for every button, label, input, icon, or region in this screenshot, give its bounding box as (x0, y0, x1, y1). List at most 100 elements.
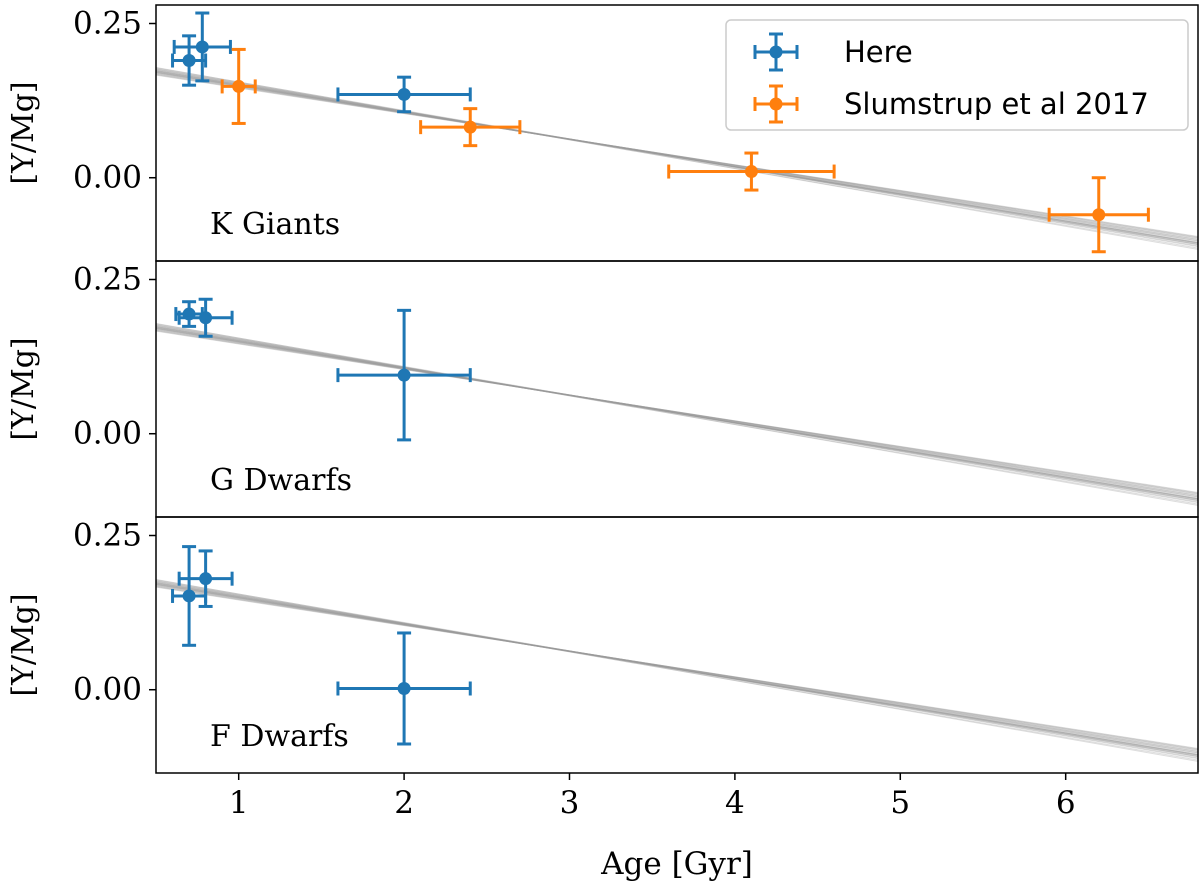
fit-line (156, 327, 1198, 498)
y-axis-label: [Y/Mg] (6, 593, 41, 696)
fit-line (156, 328, 1198, 496)
data-point (336, 308, 472, 442)
fit-line (156, 323, 1198, 506)
fit-line (156, 327, 1198, 500)
fit-line (156, 582, 1198, 756)
marker (397, 681, 411, 695)
panel-label: K Giants (210, 207, 340, 242)
fit-lines-panel-2 (156, 579, 1198, 762)
fit-line (156, 325, 1198, 501)
x-tick-label: 6 (1056, 785, 1076, 821)
data-point (172, 11, 232, 83)
y-tick-label: 0.00 (73, 160, 142, 196)
panel-frames-layer (155, 4, 1199, 774)
fit-line (156, 324, 1198, 505)
ticks-layer: 0.00 0.25 0.00 0.25 0.00 0.25 1 2 3 4 5 6 (73, 6, 1076, 821)
fit-lines-panel-1 (156, 323, 1198, 506)
x-tick-label: 2 (394, 785, 414, 821)
fit-line (156, 582, 1198, 756)
fit-line (156, 326, 1198, 500)
fit-line (156, 583, 1198, 756)
fit-line (156, 581, 1198, 757)
fit-line (156, 68, 1198, 247)
marker (182, 54, 196, 68)
fit-line (156, 329, 1198, 495)
fit-line (156, 586, 1198, 750)
fit-line (156, 71, 1198, 244)
legend-entry: Slumstrup et al 2017 (753, 84, 1149, 124)
fit-line (156, 72, 1198, 241)
legend: Here Slumstrup et al 2017 (725, 19, 1189, 131)
fit-line (156, 326, 1198, 500)
fit-line (156, 69, 1198, 245)
fit-line (156, 70, 1198, 244)
fit-line (156, 73, 1198, 239)
x-tick-label: 3 (560, 785, 580, 821)
fit-lines-layer (156, 67, 1198, 762)
fit-line (156, 326, 1198, 501)
fit-line (156, 67, 1198, 248)
legend-label: Here (844, 35, 913, 69)
panel-label: G Dwarfs (210, 463, 352, 498)
fit-line (156, 585, 1198, 751)
fit-line (156, 582, 1198, 756)
y-tick-label: 0.00 (73, 672, 142, 708)
fit-line (156, 585, 1198, 751)
x-tick-label: 5 (890, 785, 910, 821)
fit-line (156, 579, 1198, 762)
fit-line (156, 584, 1198, 753)
fit-line (156, 328, 1198, 498)
x-tick-label: 1 (229, 785, 249, 821)
data-point (419, 107, 522, 148)
data-point (336, 75, 472, 114)
fit-line (156, 330, 1198, 494)
data-point (177, 297, 234, 338)
marker (397, 368, 411, 382)
marker (744, 165, 758, 179)
fit-line (156, 323, 1198, 504)
labels-layer: [Y/Mg] K Giants [Y/Mg] G Dwarfs [Y/Mg] F Dwar… (6, 81, 753, 882)
data-point (171, 545, 208, 647)
fit-line (156, 327, 1198, 499)
fit-line (156, 71, 1198, 242)
fit-line (156, 74, 1198, 237)
fit-line (156, 330, 1198, 493)
panel-frame (155, 516, 1199, 774)
marker (199, 311, 213, 325)
fit-line (156, 579, 1198, 760)
fit-lines-panel-0 (156, 67, 1198, 250)
fit-line (156, 583, 1198, 755)
marker (1092, 208, 1106, 222)
y-tick-label: 0.25 (73, 518, 142, 554)
legend-marker (769, 45, 783, 59)
fit-line (156, 68, 1198, 249)
fit-line (156, 69, 1198, 246)
x-tick-label: 4 (725, 785, 745, 821)
fit-line (156, 70, 1198, 245)
fit-line (156, 72, 1198, 242)
fit-line (156, 328, 1198, 497)
y-tick-label: 0.25 (73, 6, 142, 42)
fit-line (156, 584, 1198, 752)
fit-line (156, 581, 1198, 758)
fit-line (156, 71, 1198, 243)
data-point (667, 151, 836, 192)
fit-line (156, 72, 1198, 240)
marker (199, 572, 213, 586)
data-point (177, 549, 234, 608)
fit-line (156, 584, 1198, 754)
marker (195, 40, 209, 54)
marker (397, 87, 411, 101)
fit-line (156, 326, 1198, 500)
fit-line (156, 586, 1198, 749)
fit-line (156, 70, 1198, 244)
marker (463, 120, 477, 134)
fit-line (156, 580, 1198, 761)
marker (232, 79, 246, 93)
fit-line (156, 70, 1198, 244)
fit-line (156, 324, 1198, 503)
y-tick-label: 0.00 (73, 416, 142, 452)
legend-label: Slumstrup et al 2017 (844, 87, 1149, 121)
fit-line (156, 580, 1198, 759)
